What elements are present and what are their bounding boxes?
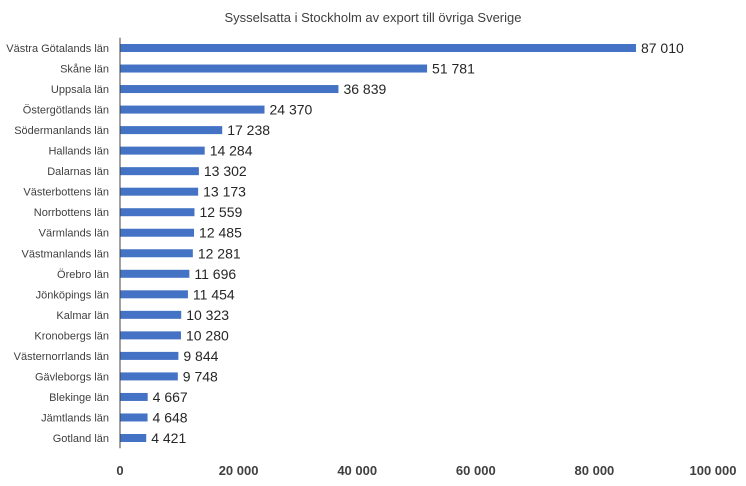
data-label: 12 485 bbox=[199, 225, 242, 241]
data-label: 14 284 bbox=[210, 143, 253, 159]
category-label: Gävleborgs län bbox=[35, 371, 109, 383]
data-label: 51 781 bbox=[432, 61, 475, 77]
data-label: 9 748 bbox=[183, 368, 218, 384]
bar bbox=[120, 249, 193, 258]
category-label: Norrbottens län bbox=[34, 207, 109, 219]
category-label: Jönköpings län bbox=[36, 289, 109, 301]
bar bbox=[120, 434, 147, 442]
bar bbox=[120, 351, 179, 360]
bars-group bbox=[120, 44, 636, 442]
data-label: 12 281 bbox=[198, 245, 241, 261]
data-label: 11 696 bbox=[194, 266, 236, 282]
category-label: Kalmar län bbox=[56, 310, 109, 322]
bar bbox=[120, 372, 178, 381]
category-label: Södermanlands län bbox=[14, 125, 109, 137]
data-label: 13 302 bbox=[204, 163, 247, 179]
category-label: Hallands län bbox=[48, 146, 109, 158]
bar bbox=[120, 85, 339, 94]
data-label: 12 559 bbox=[199, 204, 242, 220]
category-label: Västra Götalands län bbox=[6, 43, 109, 55]
bar bbox=[120, 290, 188, 299]
category-label: Värmlands län bbox=[39, 228, 109, 240]
category-label: Skåne län bbox=[60, 64, 109, 76]
category-label: Dalarnas län bbox=[47, 166, 109, 178]
bar bbox=[120, 64, 428, 73]
data-label: 13 173 bbox=[203, 184, 246, 200]
data-label: 4 667 bbox=[153, 389, 188, 405]
bar bbox=[120, 208, 195, 217]
bar bbox=[120, 146, 205, 155]
chart-title: Sysselsatta i Stockholm av export till ö… bbox=[225, 10, 522, 25]
x-tick-label: 80 000 bbox=[575, 463, 615, 478]
x-tick-label: 20 000 bbox=[219, 463, 259, 478]
data-label: 87 010 bbox=[641, 40, 684, 56]
bar bbox=[120, 105, 265, 114]
x-tick-label: 0 bbox=[116, 463, 123, 478]
data-label: 24 370 bbox=[270, 102, 313, 118]
category-label: Västmanlands län bbox=[22, 248, 109, 260]
category-label: Östergötlands län bbox=[23, 105, 109, 117]
data-label: 9 844 bbox=[183, 348, 218, 364]
data-label: 10 323 bbox=[186, 307, 229, 323]
x-tick-label: 40 000 bbox=[337, 463, 377, 478]
data-label: 36 839 bbox=[343, 81, 386, 97]
category-label: Kronobergs län bbox=[34, 330, 109, 342]
category-label: Gotland län bbox=[53, 433, 109, 445]
data-label: 11 454 bbox=[193, 286, 235, 302]
bar bbox=[120, 331, 181, 340]
bar bbox=[120, 310, 182, 319]
bar bbox=[120, 126, 223, 135]
bar bbox=[120, 187, 199, 196]
category-label: Uppsala län bbox=[51, 84, 109, 96]
bar bbox=[120, 392, 148, 401]
x-axis-tick-labels: 0 20 000 40 000 60 000 80 000 100 000 bbox=[116, 463, 736, 478]
category-label: Blekinge län bbox=[49, 392, 109, 404]
data-label: 17 238 bbox=[227, 122, 270, 138]
x-tick-label: 100 000 bbox=[690, 463, 737, 478]
bar bbox=[120, 269, 190, 278]
bar bbox=[120, 167, 199, 176]
bar bbox=[120, 228, 195, 237]
bar bbox=[120, 413, 148, 422]
category-labels: Västra Götalands län Skåne län Uppsala län… bbox=[6, 43, 109, 445]
data-label: 10 280 bbox=[186, 327, 229, 343]
category-label: Västernorrlands län bbox=[14, 351, 109, 363]
bar bbox=[120, 44, 636, 52]
category-label: Jämtlands län bbox=[41, 412, 109, 424]
category-label: Örebro län bbox=[57, 269, 109, 281]
x-tick-label: 60 000 bbox=[456, 463, 496, 478]
category-label: Västerbottens län bbox=[23, 187, 109, 199]
data-label: 4 648 bbox=[153, 409, 188, 425]
data-label: 4 421 bbox=[151, 430, 186, 446]
